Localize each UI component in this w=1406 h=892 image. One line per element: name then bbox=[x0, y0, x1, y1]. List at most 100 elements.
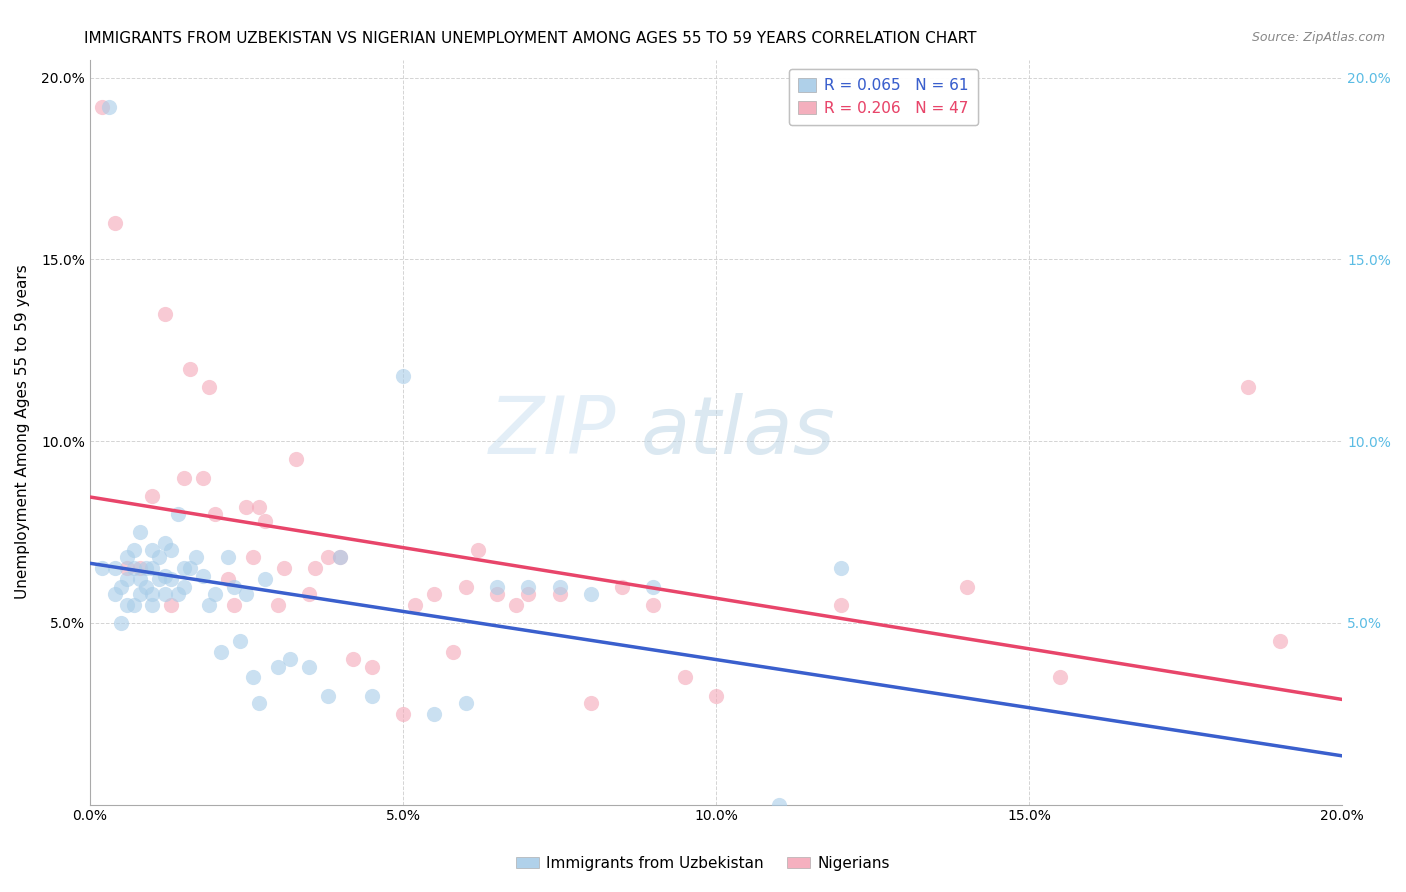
Point bbox=[579, 696, 602, 710]
Point bbox=[505, 598, 527, 612]
Point bbox=[141, 561, 163, 575]
Point bbox=[173, 561, 195, 575]
Text: Source: ZipAtlas.com: Source: ZipAtlas.com bbox=[1251, 31, 1385, 45]
Point bbox=[153, 587, 176, 601]
Point bbox=[643, 580, 665, 594]
Point bbox=[204, 587, 226, 601]
Point bbox=[467, 543, 489, 558]
Point bbox=[247, 696, 270, 710]
Point bbox=[91, 561, 114, 575]
Point bbox=[135, 580, 157, 594]
Point bbox=[141, 587, 163, 601]
Point bbox=[242, 550, 264, 565]
Point bbox=[198, 379, 221, 393]
Point bbox=[104, 561, 127, 575]
Point bbox=[423, 706, 446, 721]
Point bbox=[91, 100, 114, 114]
Text: atlas: atlas bbox=[641, 393, 835, 471]
Point bbox=[454, 696, 477, 710]
Point bbox=[160, 572, 183, 586]
Legend: R = 0.065   N = 61, R = 0.206   N = 47: R = 0.065 N = 61, R = 0.206 N = 47 bbox=[789, 69, 977, 125]
Point bbox=[316, 550, 339, 565]
Point bbox=[141, 598, 163, 612]
Point bbox=[517, 580, 540, 594]
Point bbox=[141, 543, 163, 558]
Point bbox=[485, 580, 508, 594]
Point bbox=[148, 550, 170, 565]
Point bbox=[316, 689, 339, 703]
Point bbox=[441, 645, 464, 659]
Point bbox=[298, 587, 321, 601]
Point bbox=[1268, 634, 1291, 648]
Point bbox=[191, 568, 214, 582]
Point bbox=[160, 543, 183, 558]
Point bbox=[360, 689, 382, 703]
Point bbox=[704, 689, 727, 703]
Point bbox=[329, 550, 352, 565]
Point bbox=[153, 536, 176, 550]
Point bbox=[222, 598, 245, 612]
Point bbox=[267, 659, 290, 673]
Point bbox=[485, 587, 508, 601]
Point bbox=[129, 572, 152, 586]
Point bbox=[110, 580, 132, 594]
Point bbox=[222, 580, 245, 594]
Point bbox=[153, 568, 176, 582]
Point bbox=[1049, 670, 1071, 684]
Text: IMMIGRANTS FROM UZBEKISTAN VS NIGERIAN UNEMPLOYMENT AMONG AGES 55 TO 59 YEARS CO: IMMIGRANTS FROM UZBEKISTAN VS NIGERIAN U… bbox=[84, 31, 977, 46]
Point bbox=[242, 670, 264, 684]
Point bbox=[129, 587, 152, 601]
Point bbox=[247, 500, 270, 514]
Point bbox=[342, 652, 364, 666]
Point bbox=[186, 550, 208, 565]
Point bbox=[117, 561, 139, 575]
Point bbox=[360, 659, 382, 673]
Point bbox=[423, 587, 446, 601]
Point bbox=[217, 550, 239, 565]
Point bbox=[254, 514, 277, 528]
Point bbox=[548, 580, 571, 594]
Point bbox=[298, 659, 321, 673]
Point bbox=[122, 543, 145, 558]
Point bbox=[117, 550, 139, 565]
Point bbox=[104, 216, 127, 230]
Point bbox=[141, 489, 163, 503]
Point bbox=[209, 645, 232, 659]
Point bbox=[278, 652, 301, 666]
Point bbox=[548, 587, 571, 601]
Point bbox=[392, 368, 415, 383]
Point bbox=[235, 500, 257, 514]
Point bbox=[235, 587, 257, 601]
Point bbox=[329, 550, 352, 565]
Point bbox=[273, 561, 295, 575]
Point bbox=[768, 797, 790, 812]
Point bbox=[304, 561, 326, 575]
Point bbox=[254, 572, 277, 586]
Point bbox=[405, 598, 427, 612]
Point bbox=[110, 615, 132, 630]
Point bbox=[830, 561, 852, 575]
Point bbox=[217, 572, 239, 586]
Point bbox=[198, 598, 221, 612]
Point bbox=[179, 361, 201, 376]
Point bbox=[191, 470, 214, 484]
Text: ZIP: ZIP bbox=[488, 393, 616, 471]
Point bbox=[153, 307, 176, 321]
Point bbox=[643, 598, 665, 612]
Point bbox=[173, 580, 195, 594]
Point bbox=[579, 587, 602, 601]
Point bbox=[392, 706, 415, 721]
Point bbox=[135, 561, 157, 575]
Point bbox=[97, 100, 120, 114]
Point bbox=[955, 580, 977, 594]
Legend: Immigrants from Uzbekistan, Nigerians: Immigrants from Uzbekistan, Nigerians bbox=[510, 850, 896, 877]
Point bbox=[610, 580, 633, 594]
Point bbox=[104, 587, 127, 601]
Point bbox=[229, 634, 252, 648]
Point bbox=[122, 561, 145, 575]
Point bbox=[517, 587, 540, 601]
Point bbox=[673, 670, 696, 684]
Point bbox=[117, 572, 139, 586]
Point bbox=[148, 572, 170, 586]
Point bbox=[129, 561, 152, 575]
